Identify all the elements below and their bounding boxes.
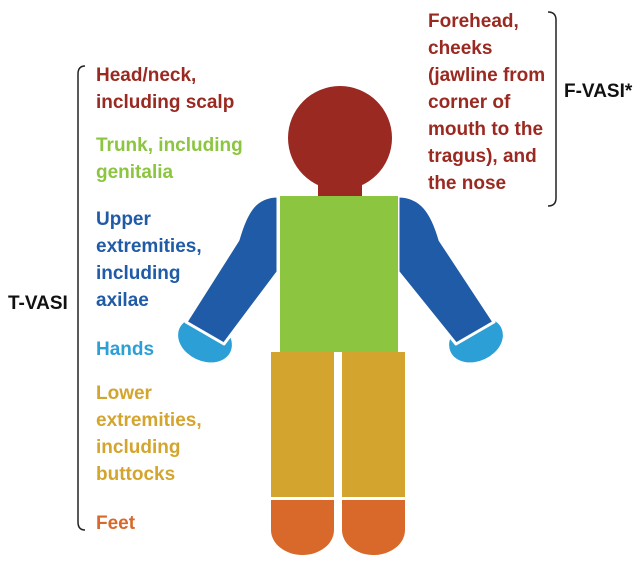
trunk <box>280 196 398 352</box>
t-vasi-label: T-VASI <box>8 293 68 314</box>
t-vasi-bracket <box>77 65 86 531</box>
lower-extremities-label: Lower extremities, including buttocks <box>96 383 202 485</box>
right-leg <box>342 352 405 497</box>
trunk-label: Trunk, including genitalia <box>96 135 243 183</box>
left-arm <box>184 194 280 346</box>
right-foot <box>342 500 406 555</box>
left-foot <box>271 500 335 555</box>
upper-extremities-label: Upper extremities, including axilae <box>96 209 202 311</box>
right-arm <box>396 194 496 346</box>
face-label: Forehead, cheeks (jawline from corner of… <box>428 11 546 194</box>
hands-label: Hands <box>96 339 155 360</box>
left-leg <box>271 352 334 497</box>
head-neck-label: Head/neck, including scalp <box>96 65 235 113</box>
f-vasi-bracket <box>547 11 557 207</box>
f-vasi-label: F-VASI* <box>564 81 633 102</box>
head <box>288 86 392 190</box>
feet-label: Feet <box>96 513 136 534</box>
